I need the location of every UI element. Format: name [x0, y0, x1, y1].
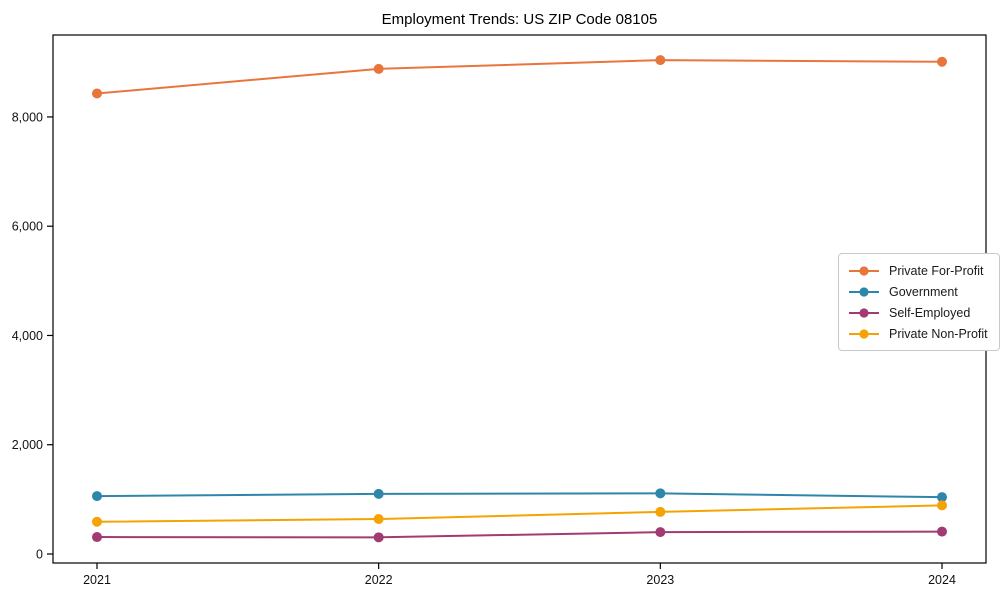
data-point-self-employed: [373, 532, 384, 543]
legend-marker-icon: [849, 265, 879, 276]
y-tick-label: 0: [36, 547, 43, 561]
data-point-private-for-profit: [655, 55, 666, 66]
legend-label: Private Non-Profit: [889, 326, 988, 341]
series-line-private-non-profit: [96, 504, 943, 523]
x-tick-label: 2022: [365, 573, 393, 587]
data-point-private-non-profit: [92, 516, 102, 527]
data-point-government: [655, 488, 666, 499]
legend-label: Self-Employed: [889, 305, 971, 320]
data-point-government: [373, 488, 384, 499]
legend-item-private-for-profit: Private For-Profit: [848, 260, 988, 281]
legend-marker-icon: [849, 286, 879, 297]
data-point-private-non-profit: [655, 506, 666, 517]
x-tick-label: 2024: [928, 573, 956, 587]
data-point-self-employed: [655, 527, 666, 538]
legend-item-self-employed: Self-Employed: [848, 302, 988, 323]
y-tick-label: 2,000: [12, 438, 43, 452]
series-line-private-for-profit: [96, 59, 943, 95]
data-point-private-non-profit: [373, 514, 384, 525]
series-line-government: [96, 492, 943, 499]
x-tick-label: 2023: [646, 573, 674, 587]
data-point-private-for-profit: [92, 88, 102, 99]
y-tick-label: 4,000: [12, 329, 43, 343]
legend-item-government: Government: [848, 281, 988, 302]
data-point-self-employed: [92, 532, 102, 543]
data-point-private-non-profit: [937, 500, 947, 511]
series-line-self-employed: [96, 530, 943, 539]
y-tick-label: 6,000: [12, 220, 43, 234]
data-point-private-for-profit: [373, 63, 384, 74]
data-point-government: [937, 492, 947, 503]
x-tick-label: 2021: [83, 573, 111, 587]
data-point-private-for-profit: [937, 56, 947, 67]
legend-label: Government: [889, 284, 958, 299]
legend-item-private-non-profit: Private Non-Profit: [848, 323, 988, 344]
legend-marker-icon: [849, 328, 879, 339]
data-point-self-employed: [937, 526, 947, 537]
y-tick-label: 8,000: [12, 110, 43, 124]
data-point-government: [92, 491, 102, 502]
legend-marker-icon: [849, 307, 879, 318]
chart-legend: Private For-Profit Government Self-Employe…: [838, 253, 1000, 351]
chart-title: Employment Trends: US ZIP Code 08105: [381, 11, 658, 28]
legend-label: Private For-Profit: [889, 263, 984, 278]
